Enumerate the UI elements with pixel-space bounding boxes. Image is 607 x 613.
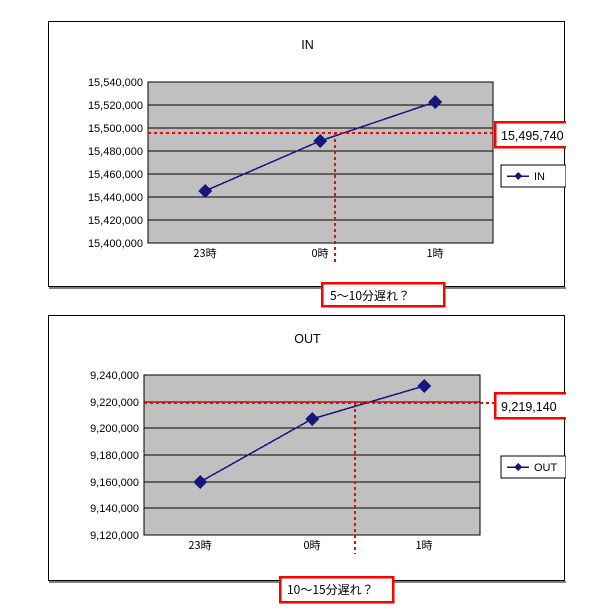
svg-text:9,160,000: 9,160,000 <box>90 477 139 489</box>
svg-text:9,219,140: 9,219,140 <box>501 400 557 414</box>
svg-text:9,200,000: 9,200,000 <box>90 423 139 435</box>
svg-text:IN: IN <box>534 171 545 183</box>
svg-text:23時: 23時 <box>188 537 211 553</box>
svg-text:15,480,000: 15,480,000 <box>88 146 143 158</box>
svg-text:1時: 1時 <box>415 537 432 553</box>
svg-text:15,495,740: 15,495,740 <box>501 129 564 143</box>
svg-text:9,180,000: 9,180,000 <box>90 450 139 462</box>
svg-text:23時: 23時 <box>193 245 216 261</box>
svg-text:1時: 1時 <box>426 245 443 261</box>
svg-text:15,460,000: 15,460,000 <box>88 169 143 181</box>
svg-text:15,520,000: 15,520,000 <box>88 100 143 112</box>
svg-text:15,400,000: 15,400,000 <box>88 238 143 250</box>
svg-text:5〜10分遅れ？: 5〜10分遅れ？ <box>330 287 410 304</box>
svg-text:9,220,000: 9,220,000 <box>90 397 139 409</box>
svg-text:9,120,000: 9,120,000 <box>90 530 139 542</box>
svg-text:9,240,000: 9,240,000 <box>90 370 139 382</box>
svg-text:0時: 0時 <box>303 537 320 553</box>
svg-text:OUT: OUT <box>534 462 558 474</box>
svg-text:15,440,000: 15,440,000 <box>88 192 143 204</box>
svg-text:15,420,000: 15,420,000 <box>88 215 143 227</box>
svg-text:15,540,000: 15,540,000 <box>88 77 143 89</box>
svg-text:0時: 0時 <box>311 245 328 261</box>
svg-text:10〜15分遅れ？: 10〜15分遅れ？ <box>287 581 374 598</box>
svg-text:9,140,000: 9,140,000 <box>90 503 139 515</box>
svg-text:15,500,000: 15,500,000 <box>88 123 143 135</box>
